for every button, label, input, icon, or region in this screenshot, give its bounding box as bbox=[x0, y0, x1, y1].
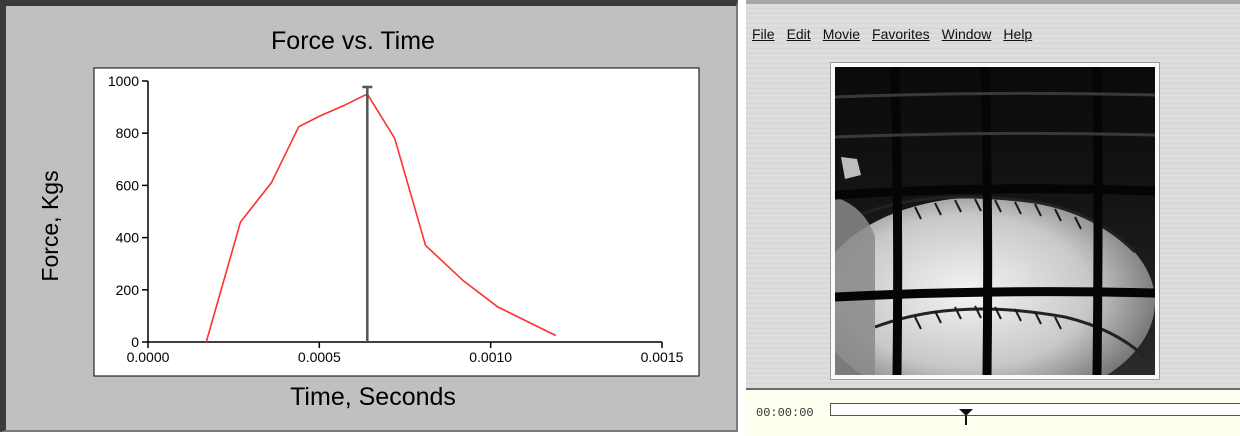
y-tick-label: 1000 bbox=[108, 73, 139, 89]
x-axis-label: Time, Seconds bbox=[290, 383, 456, 411]
y-tick-label: 400 bbox=[116, 230, 140, 246]
force-time-chart: Force vs. Time 0 200 400 600 800 1000 0.0000 0… bbox=[6, 6, 736, 430]
plot-area bbox=[94, 68, 699, 376]
menu-edit[interactable]: Edit bbox=[787, 26, 811, 50]
timeline-bar: 00:00:00 bbox=[746, 388, 1240, 436]
scrub-track[interactable] bbox=[830, 403, 1240, 416]
y-tick-label: 200 bbox=[116, 282, 140, 298]
x-tick-label: 0.0015 bbox=[641, 349, 684, 365]
chart-title: Force vs. Time bbox=[271, 27, 435, 55]
menu-file[interactable]: File bbox=[752, 26, 775, 50]
baseball-impact-frame-icon bbox=[835, 67, 1155, 375]
y-tick-label: 0 bbox=[131, 334, 139, 350]
panel-divider bbox=[738, 0, 746, 432]
x-tick-label: 0.0005 bbox=[298, 349, 341, 365]
menu-help[interactable]: Help bbox=[1003, 26, 1032, 50]
timecode-display: 00:00:00 bbox=[756, 406, 814, 420]
menu-window[interactable]: Window bbox=[942, 26, 992, 50]
menu-bar: File Edit Movie Favorites Window Help bbox=[746, 26, 1240, 50]
menu-favorites[interactable]: Favorites bbox=[872, 26, 930, 50]
x-tick-label: 0.0000 bbox=[127, 349, 170, 365]
playhead-thumb-icon[interactable] bbox=[959, 409, 973, 427]
chart-panel: Force vs. Time 0 200 400 600 800 1000 0.0000 0… bbox=[0, 0, 738, 432]
video-player: File Edit Movie Favorites Window Help bbox=[746, 0, 1240, 432]
y-tick-label: 800 bbox=[116, 125, 140, 141]
x-tick-label: 0.0010 bbox=[469, 349, 512, 365]
video-viewport[interactable] bbox=[830, 62, 1160, 380]
y-axis-label: Force, Kgs bbox=[37, 170, 63, 281]
menu-movie[interactable]: Movie bbox=[823, 26, 860, 50]
y-tick-label: 600 bbox=[116, 177, 140, 193]
